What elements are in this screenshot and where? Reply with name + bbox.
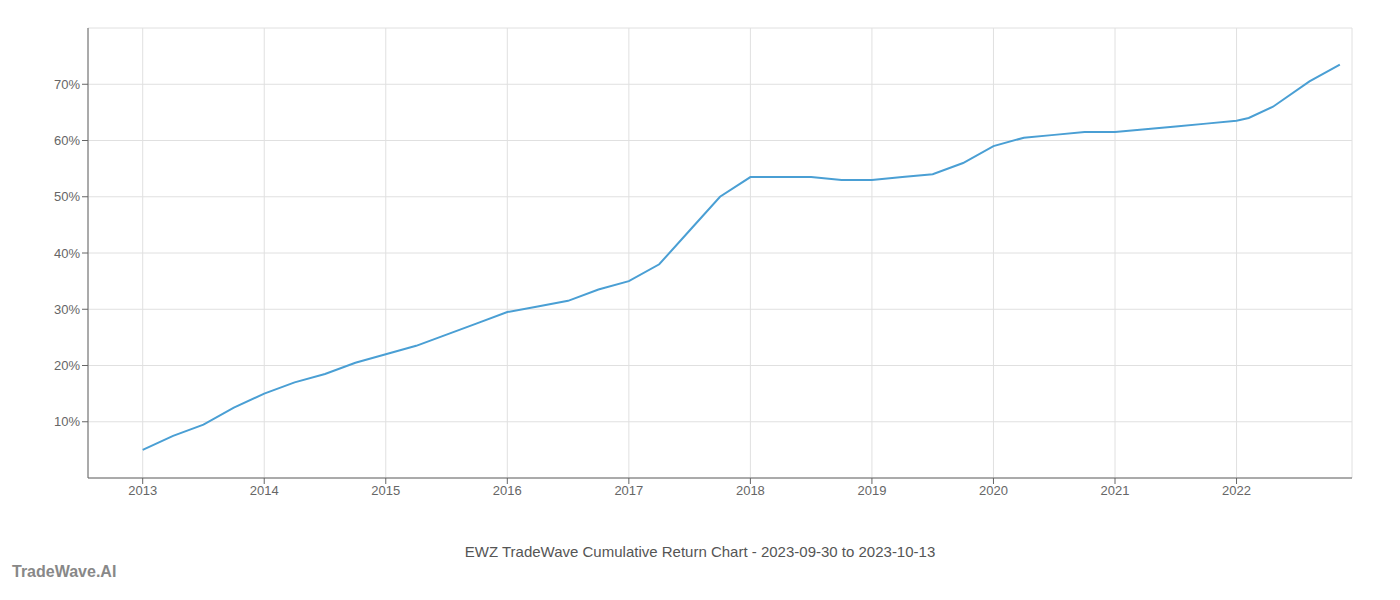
svg-text:2020: 2020 — [979, 483, 1008, 498]
svg-text:2013: 2013 — [128, 483, 157, 498]
svg-text:2017: 2017 — [614, 483, 643, 498]
html-text:TradeWave.AI: TradeWave.AI — [12, 563, 117, 580]
svg-text:30%: 30% — [54, 302, 80, 317]
svg-text:2014: 2014 — [250, 483, 279, 498]
svg-text:2021: 2021 — [1101, 483, 1130, 498]
svg-text:70%: 70% — [54, 77, 80, 92]
svg-text:2019: 2019 — [857, 483, 886, 498]
svg-text:60%: 60% — [54, 133, 80, 148]
svg-text:50%: 50% — [54, 189, 80, 204]
svg-text:2016: 2016 — [493, 483, 522, 498]
svg-text:2022: 2022 — [1222, 483, 1251, 498]
html-text:EWZ TradeWave Cumulative Retur: EWZ TradeWave Cumulative Return Chart - … — [464, 543, 936, 560]
svg-text:2015: 2015 — [371, 483, 400, 498]
svg-text:2018: 2018 — [736, 483, 765, 498]
svg-text:20%: 20% — [54, 358, 80, 373]
svg-text:40%: 40% — [54, 246, 80, 261]
svg-text:10%: 10% — [54, 414, 80, 429]
